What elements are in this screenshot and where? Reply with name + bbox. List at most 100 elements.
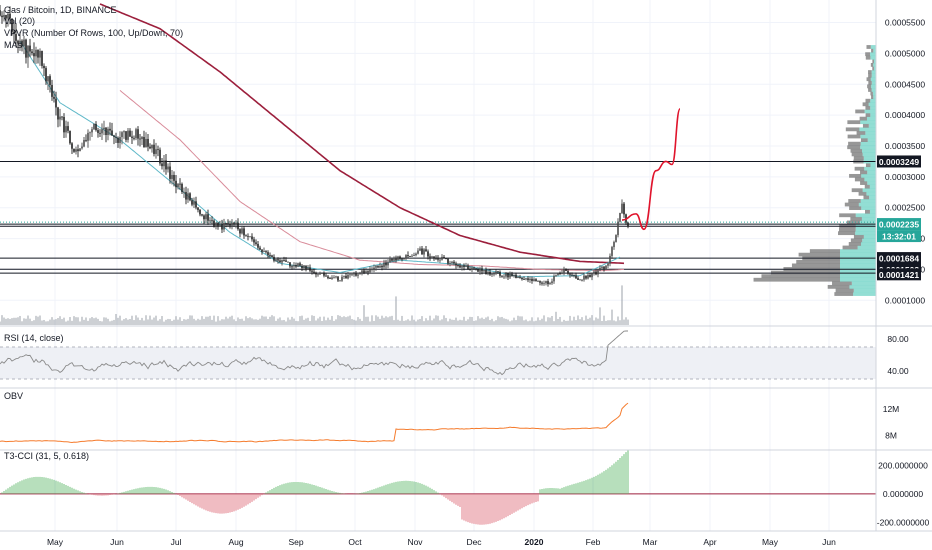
candle-body <box>15 34 17 41</box>
vpvr-bar-down <box>858 191 867 196</box>
price-tick-label[interactable]: 0.0003500 <box>885 141 925 151</box>
cci-title[interactable]: T3-CCI (31, 5, 0.618) <box>4 451 89 461</box>
time-tick-label[interactable]: Dec <box>466 537 482 547</box>
volume-bar <box>169 319 171 325</box>
price-tick-label[interactable]: 0.0002500 <box>885 203 925 213</box>
time-tick-label[interactable]: Apr <box>703 537 716 547</box>
legend-vpvr[interactable]: VPVR (Number Of Rows, 100, Up/Down, 70) <box>4 28 183 38</box>
candle-body <box>503 276 505 278</box>
volume-bar <box>85 317 87 325</box>
volume-bar <box>395 296 397 325</box>
volume-bar <box>165 319 167 325</box>
time-tick-label[interactable]: Jul <box>171 537 182 547</box>
obv-tick-label[interactable]: 8M <box>885 431 897 441</box>
time-tick-label[interactable]: Nov <box>407 537 423 547</box>
candle-body <box>159 149 161 164</box>
volume-bar <box>393 320 395 325</box>
legend-mas[interactable]: MAs <box>4 40 23 50</box>
candle-body <box>589 274 591 278</box>
candle-body <box>443 256 445 259</box>
price-tick-label[interactable]: 0.0003000 <box>885 172 925 182</box>
price-tick-label[interactable]: 0.0004500 <box>885 79 925 89</box>
rsi-tick-label[interactable]: 40.00 <box>887 366 909 376</box>
time-tick-label[interactable]: Mar <box>643 537 658 547</box>
time-tick-label[interactable]: Oct <box>348 537 362 547</box>
obv-title[interactable]: OBV <box>4 391 23 401</box>
candle-body <box>33 53 35 57</box>
candle-body <box>53 96 55 99</box>
price-tag-label: 0.0002235 <box>879 220 919 230</box>
candle-body <box>587 274 589 279</box>
candle-body <box>593 271 595 274</box>
volume-bar <box>609 320 611 325</box>
volume-bar <box>53 319 55 325</box>
obv-tick-label[interactable]: 12M <box>883 404 900 414</box>
volume-bar <box>109 321 111 325</box>
volume-bar <box>417 319 419 325</box>
volume-bar <box>579 319 581 325</box>
candle-body <box>121 132 123 138</box>
volume-bar <box>33 320 35 325</box>
legend-volume[interactable]: Vol (20) <box>4 16 35 26</box>
price-tick-label[interactable]: 0.0001000 <box>885 295 925 305</box>
candle-body <box>165 160 167 170</box>
volume-bar <box>65 321 67 325</box>
volume-bar <box>537 317 539 325</box>
vpvr-bar-up <box>853 292 876 296</box>
cci-tick-label[interactable]: -200.0000000 <box>877 517 930 527</box>
time-tick-label[interactable]: May <box>47 537 64 547</box>
legend-symbol[interactable]: Gas / Bitcoin, 1D, BINANCE <box>4 5 117 15</box>
time-tick-label[interactable]: Jun <box>822 537 836 547</box>
volume-bar <box>483 318 485 325</box>
time-axis[interactable]: May Jun Jul Aug Sep Oct Nov Dec 2020 Feb Mar Apr May… <box>47 537 836 547</box>
time-tick-label[interactable]: May <box>762 537 779 547</box>
vpvr-bar-down <box>859 116 867 121</box>
time-tick-label[interactable]: Aug <box>228 537 243 547</box>
vpvr-bar-up <box>864 177 876 182</box>
price-tick-label[interactable]: 0.0005000 <box>885 48 925 58</box>
projection-path[interactable] <box>621 108 681 231</box>
candle-body <box>285 260 287 262</box>
pane-separators[interactable] <box>0 0 932 532</box>
candle-body <box>253 239 255 243</box>
candle-body <box>525 278 527 280</box>
volume-bar <box>3 317 5 325</box>
volume-bar <box>403 320 405 325</box>
volume-bar <box>535 320 537 325</box>
vpvr-bar-up <box>861 206 876 211</box>
time-tick-label[interactable]: 2020 <box>525 537 544 547</box>
volume-bar <box>359 318 361 325</box>
rsi-title[interactable]: RSI (14, close) <box>4 333 64 343</box>
time-tick-label[interactable]: Jun <box>110 537 124 547</box>
volume-bar <box>465 320 467 325</box>
candle-body <box>559 273 561 274</box>
projection-line[interactable] <box>621 108 681 231</box>
price-tick-label[interactable]: 0.0004000 <box>885 110 925 120</box>
candle-body <box>131 136 133 138</box>
price-tag-bg <box>877 268 921 281</box>
candle-body <box>431 256 433 258</box>
volume-bar <box>517 315 519 325</box>
obv-line <box>0 402 629 444</box>
volume-bar <box>357 317 359 325</box>
rsi-pane <box>0 330 876 380</box>
volume-bar <box>475 320 477 325</box>
volume-bar <box>249 317 251 325</box>
cci-tick-label[interactable]: 0.0000000 <box>883 489 923 499</box>
price-tick-label[interactable]: 0.0005500 <box>885 18 925 28</box>
time-tick-label[interactable]: Sep <box>288 537 303 547</box>
candle-body <box>177 183 179 188</box>
candle-body <box>127 130 129 140</box>
vpvr-bar-up <box>873 48 876 53</box>
time-tick-label[interactable]: Feb <box>586 537 601 547</box>
volume-bar <box>595 317 597 325</box>
volume-bar <box>51 317 53 325</box>
volume-bar <box>435 315 437 325</box>
vpvr-bar-up <box>872 91 876 96</box>
rsi-tick-label[interactable]: 80.00 <box>887 334 909 344</box>
cci-tick-label[interactable]: 200.0000000 <box>878 460 928 470</box>
volume-bar <box>463 316 465 325</box>
volume-bar <box>485 317 487 325</box>
